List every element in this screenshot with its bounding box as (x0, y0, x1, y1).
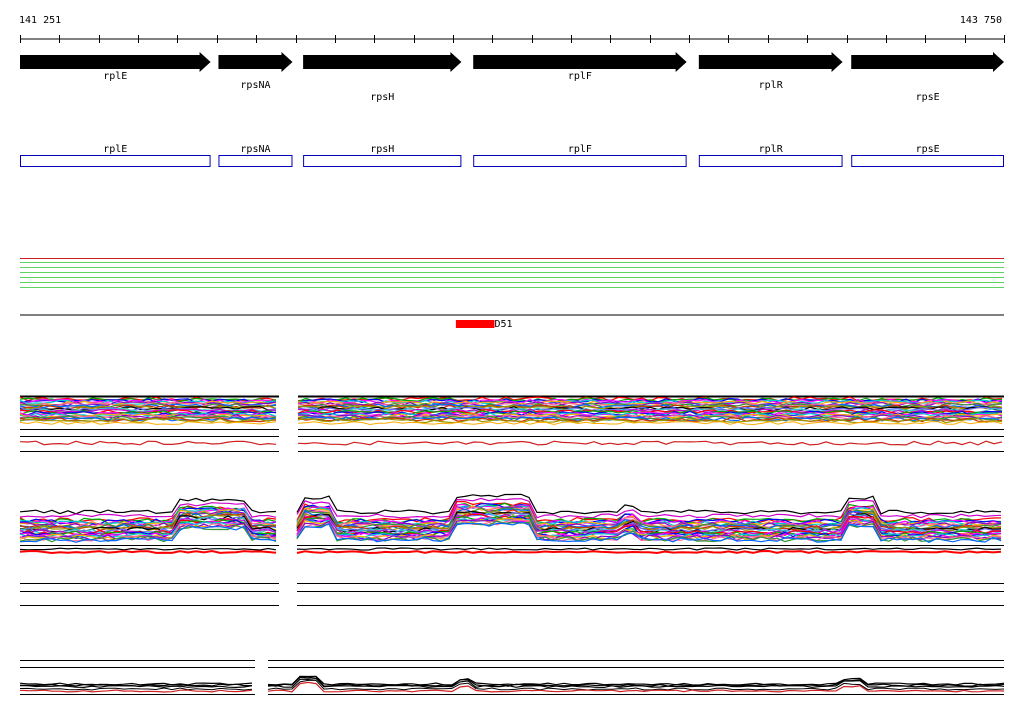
coverage-line (19, 398, 277, 404)
coverage-line (296, 503, 1002, 525)
gene-arrow-rpsH (303, 52, 462, 72)
alignment-line-track (20, 258, 1004, 288)
coverage-line-red (19, 440, 277, 446)
coverage-line-red (19, 549, 277, 555)
coverage-panel-3 (19, 660, 1005, 695)
coverage-panel-1 (19, 395, 1004, 452)
gene-box-rpsH (303, 155, 462, 167)
gene-box-label-rpsH: rpsH (370, 144, 394, 155)
coverage-line-red (19, 689, 253, 693)
gene-arrow-rpsE (851, 52, 1004, 72)
gene-box-label-rplE: rplE (103, 144, 127, 155)
coverage-line (19, 421, 277, 425)
gene-box-rpsE (851, 155, 1005, 167)
coverage-line (19, 547, 277, 551)
coverage-line-red (267, 681, 1005, 693)
feature-track: D51 (455, 319, 513, 330)
gene-arrow-label-rplF: rplF (568, 71, 592, 82)
coverage-line (296, 509, 1002, 532)
gene-box-rplF (473, 155, 687, 167)
feature-label-d51: D51 (494, 319, 512, 330)
gene-arrow-label-rpsE: rpsE (916, 92, 940, 103)
coordinate-ruler (20, 35, 1005, 43)
coverage-line (296, 511, 1002, 534)
feature-bar-d51 (455, 320, 495, 328)
coverage-line (297, 401, 1003, 407)
coverage-line (19, 513, 277, 532)
coverage-line (19, 502, 277, 518)
coverage-line (19, 682, 253, 686)
coverage-line (19, 524, 277, 543)
coverage-line (296, 519, 1002, 541)
coverage-line-red (296, 549, 1002, 555)
coverage-line (267, 677, 1005, 689)
coverage-line (267, 675, 1005, 686)
coverage-line-red (297, 440, 1003, 446)
coverage-line (20, 514, 277, 532)
coverage-line (296, 493, 1002, 515)
gene-arrow-rplF (473, 52, 687, 72)
gene-box-label-rpsE: rpsE (916, 144, 940, 155)
gene-box-rplE (20, 155, 211, 167)
coverage-line (19, 497, 277, 515)
coverage-panel-2 (19, 493, 1004, 606)
coverage-line (19, 408, 277, 414)
gene-arrow-rpsNA (218, 52, 293, 72)
gene-arrow-rplE (20, 52, 211, 72)
gene-arrow-label-rpsNA: rpsNA (240, 80, 270, 91)
gene-box-label-rpsNA: rpsNA (240, 144, 270, 155)
coverage-line (267, 679, 1005, 691)
gene-arrow-track: rplE rpsNA rpsH rplF rplR rpsE (20, 52, 1004, 103)
gene-box-label-rplF: rplF (568, 144, 592, 155)
coverage-line (298, 413, 1003, 420)
gene-arrow-label-rplE: rplE (103, 71, 127, 82)
coverage-line (297, 397, 1003, 403)
gene-arrow-label-rpsH: rpsH (370, 92, 394, 103)
range-start-label: 141 251 (19, 15, 61, 26)
coverage-line (19, 525, 277, 543)
coverage-line (296, 497, 1002, 519)
coverage-line (296, 521, 1002, 543)
range-end-label: 143 750 (960, 15, 1002, 26)
gene-box-rpsNA (218, 155, 293, 167)
gene-box-label-rplR: rplR (759, 144, 784, 155)
coverage-line (19, 687, 253, 691)
gene-box-rplR (698, 155, 843, 167)
coverage-line (20, 684, 253, 689)
coverage-line (19, 405, 277, 412)
coverage-line (296, 507, 1002, 530)
coverage-line (267, 675, 1005, 687)
coverage-line (296, 547, 1002, 551)
coverage-line (297, 421, 1003, 426)
coverage-line (19, 412, 277, 418)
gene-arrow-rplR (698, 52, 843, 72)
coverage-line (297, 417, 1003, 423)
gene-box-track: rplE rpsNA rpsH rplF rplR rpsE (20, 144, 1005, 167)
coverage-line (19, 521, 277, 540)
gene-arrow-label-rplR: rplR (759, 80, 784, 91)
